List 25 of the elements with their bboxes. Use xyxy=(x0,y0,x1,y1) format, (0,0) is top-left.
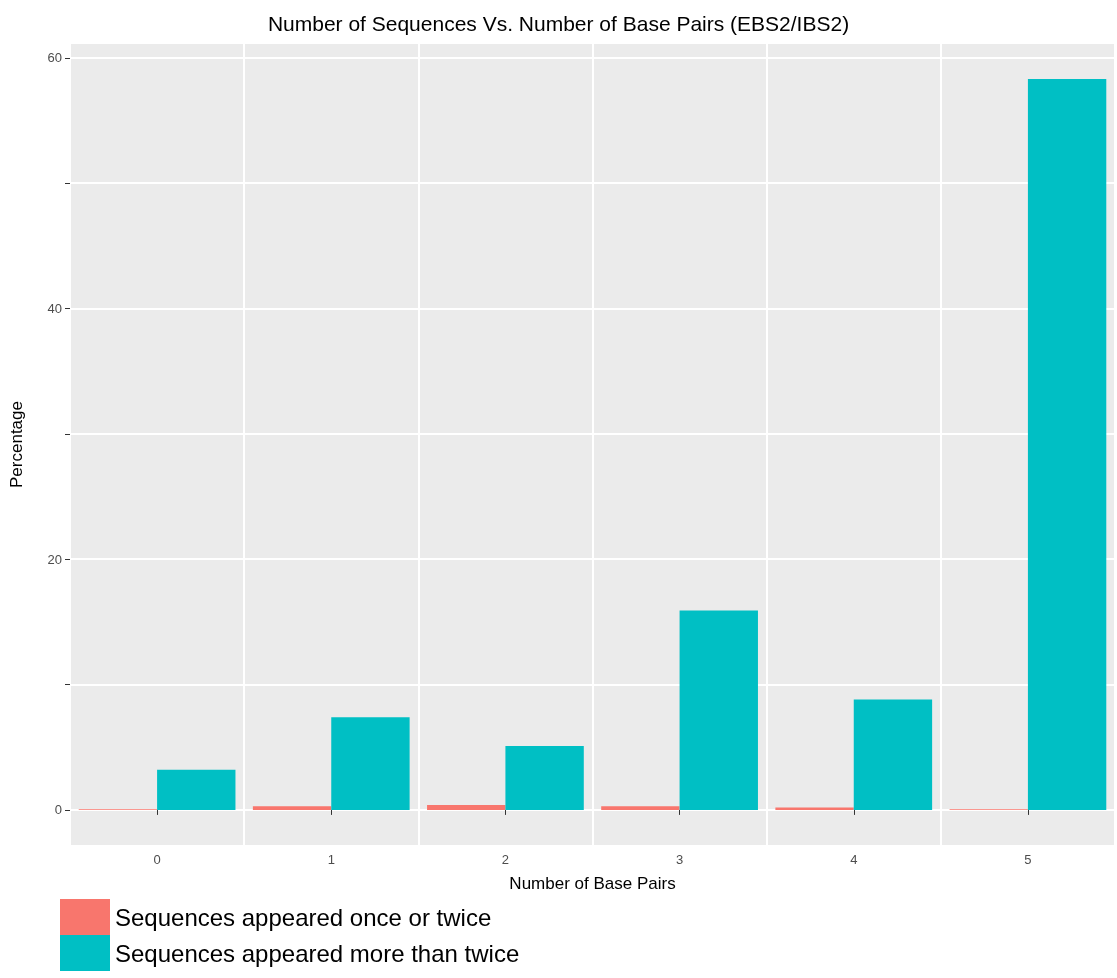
x-tick-label: 1 xyxy=(327,852,335,867)
bar xyxy=(157,769,236,810)
x-tick-label: 4 xyxy=(850,852,858,867)
y-axis-title: Percentage xyxy=(7,401,26,488)
legend-label: Sequences appeared more than twice xyxy=(115,939,520,967)
x-tick-label: 2 xyxy=(501,852,510,867)
x-tick-label: 5 xyxy=(1024,852,1032,867)
legend-label: Sequences appeared once or twice xyxy=(115,903,492,931)
bar xyxy=(1027,79,1107,810)
x-tick-label: 3 xyxy=(675,852,684,867)
bar xyxy=(331,717,410,810)
bar xyxy=(427,804,506,810)
y-tick-label: 60 xyxy=(47,50,62,66)
bar xyxy=(252,806,332,810)
y-tick-label: 20 xyxy=(47,551,62,567)
bar xyxy=(853,699,933,810)
x-axis-title: Number of Base Pairs xyxy=(509,874,676,893)
x-tick-label: 0 xyxy=(153,852,161,867)
bar xyxy=(679,610,758,810)
bar xyxy=(775,807,854,810)
bar xyxy=(601,806,680,810)
chart-title: Number of Sequences Vs. Number of Base Pairs (EBS2/IBS2) xyxy=(267,12,850,35)
y-tick-label: 0 xyxy=(54,802,62,818)
y-tick-label: 40 xyxy=(47,300,62,316)
bar xyxy=(505,745,584,810)
